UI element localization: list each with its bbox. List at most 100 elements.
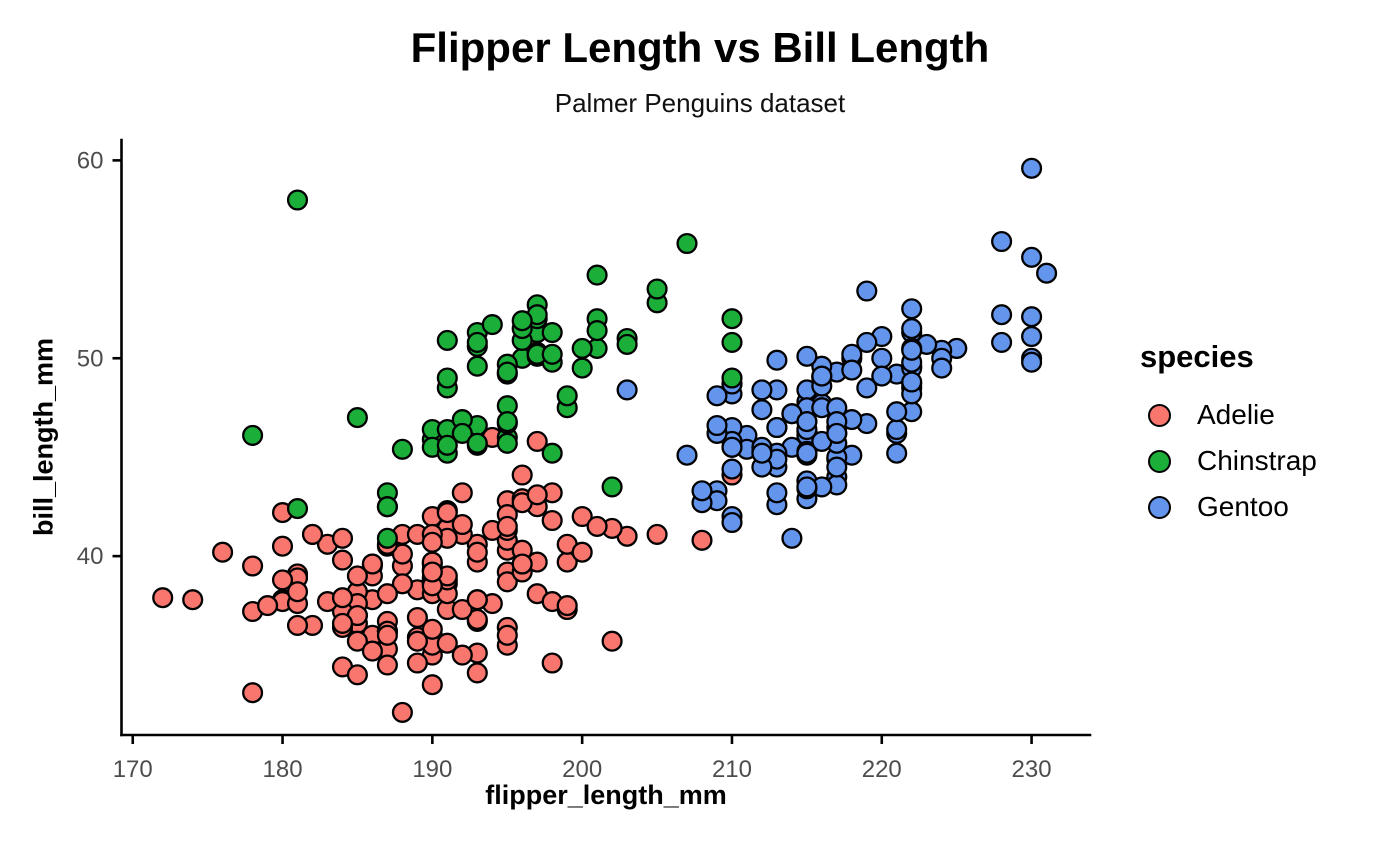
legend-item-adelie: Adelie (1140, 392, 1390, 438)
data-point-gentoo (676, 444, 698, 466)
data-point-gentoo (721, 458, 743, 480)
data-point-chinstrap (376, 527, 398, 549)
data-point-adelie (466, 662, 488, 684)
data-point-gentoo (826, 422, 848, 444)
data-point-adelie (601, 630, 623, 652)
legend-label-adelie: Adelie (1197, 399, 1275, 430)
data-point-chinstrap (346, 407, 368, 429)
legend-label-chinstrap: Chinstrap (1197, 445, 1317, 476)
data-point-adelie (541, 509, 563, 532)
data-point-gentoo (616, 379, 638, 401)
data-point-chinstrap (436, 434, 458, 456)
data-point-chinstrap (721, 331, 743, 353)
data-point-adelie (182, 589, 204, 611)
data-point-adelie (242, 555, 264, 577)
data-point-chinstrap (436, 329, 458, 351)
data-point-chinstrap (646, 278, 668, 300)
data-point-gentoo (871, 365, 893, 387)
data-point-adelie (346, 630, 368, 652)
data-point-adelie (421, 561, 443, 583)
data-point-adelie (496, 624, 518, 646)
data-point-chinstrap (466, 432, 488, 454)
data-point-chinstrap (436, 367, 458, 389)
data-point-gentoo (796, 476, 818, 498)
data-point-adelie (496, 515, 518, 537)
data-point-gentoo (811, 365, 833, 387)
data-point-gentoo (856, 331, 878, 353)
x-tick-label: 210 (712, 756, 752, 783)
data-point-adelie (391, 573, 413, 595)
data-point-gentoo (886, 442, 908, 464)
data-point-adelie (376, 624, 398, 646)
data-point-gentoo (856, 377, 878, 399)
legend-title: species (1140, 339, 1254, 374)
x-tick-label: 200 (562, 756, 602, 783)
data-point-adelie (421, 674, 443, 696)
data-point-gentoo (1021, 306, 1043, 328)
data-point-adelie (331, 587, 354, 609)
data-point-adelie (242, 682, 264, 704)
data-point-adelie (436, 632, 458, 654)
data-point-adelie (436, 502, 458, 524)
data-point-adelie (301, 523, 324, 545)
data-point-adelie (571, 505, 593, 528)
data-point-adelie (361, 553, 383, 575)
data-point-chinstrap (242, 424, 264, 446)
data-point-gentoo (871, 347, 893, 369)
data-point-gentoo (1036, 262, 1058, 284)
data-point-gentoo (796, 442, 818, 464)
data-point-chinstrap (481, 314, 503, 336)
data-point-adelie (406, 606, 428, 629)
y-tick-label: 60 (77, 147, 104, 174)
data-point-chinstrap (496, 411, 518, 433)
data-point-gentoo (931, 357, 953, 379)
x-tick-label: 220 (862, 756, 902, 783)
data-point-chinstrap (541, 343, 563, 365)
chart-title: Flipper Length vs Bill Length (410, 24, 990, 71)
data-point-chinstrap (466, 331, 488, 353)
chart-subtitle: Palmer Penguins dataset (554, 88, 846, 118)
data-point-adelie (541, 652, 563, 674)
data-point-chinstrap (571, 337, 593, 359)
data-point-gentoo (691, 480, 713, 502)
data-point-adelie (286, 614, 309, 636)
data-point-adelie (406, 652, 428, 674)
data-point-gentoo (751, 442, 773, 464)
data-point-adelie (271, 569, 294, 591)
data-point-gentoo (886, 401, 908, 423)
data-point-gentoo (991, 304, 1013, 326)
data-point-adelie (451, 513, 473, 536)
y-tick-label: 40 (77, 543, 104, 570)
data-point-adelie (152, 587, 174, 609)
data-point-chinstrap (376, 496, 398, 518)
data-point-chinstrap (601, 476, 623, 498)
data-point-adelie (376, 583, 398, 605)
data-point-gentoo (901, 318, 923, 340)
legend-item-gentoo: Gentoo (1140, 484, 1390, 530)
data-point-adelie (466, 541, 488, 563)
data-point-gentoo (796, 345, 818, 367)
data-point-gentoo (901, 339, 923, 361)
data-point-chinstrap (286, 189, 309, 211)
data-point-adelie (391, 701, 413, 723)
data-point-adelie (421, 531, 443, 553)
data-point-gentoo (826, 456, 848, 478)
data-point-chinstrap (556, 385, 578, 407)
data-point-adelie (346, 664, 368, 686)
data-point-adelie (586, 515, 608, 537)
data-point-gentoo (991, 331, 1013, 353)
data-point-adelie (511, 464, 533, 486)
data-point-chinstrap (466, 355, 488, 377)
x-tick-label: 230 (1012, 756, 1052, 783)
data-point-adelie (331, 527, 354, 549)
x-tick-label: 180 (263, 756, 303, 783)
data-point-adelie (212, 541, 234, 563)
data-point-adelie (271, 535, 294, 557)
data-point-gentoo (841, 359, 863, 381)
data-point-adelie (646, 523, 668, 545)
data-point-gentoo (886, 418, 908, 441)
legend-label-gentoo: Gentoo (1197, 491, 1289, 522)
data-point-gentoo (856, 280, 878, 302)
data-point-adelie (451, 644, 473, 666)
